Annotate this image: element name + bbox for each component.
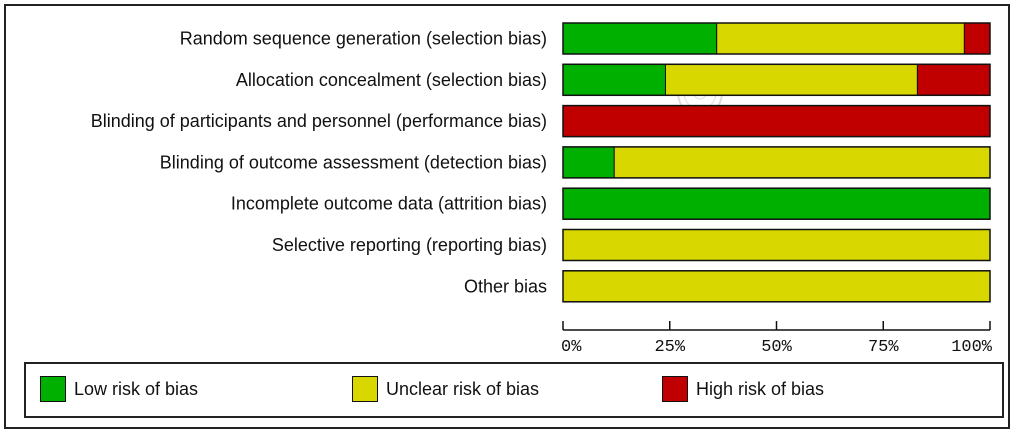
row-label: Allocation concealment (selection bias) xyxy=(236,70,547,90)
bar-outline xyxy=(562,104,991,138)
row-label: Other bias xyxy=(464,276,547,296)
legend-swatch-low xyxy=(40,376,66,402)
bar-outline xyxy=(562,63,991,97)
x-tick-label: 50% xyxy=(761,338,792,357)
row-label: Incomplete outcome data (attrition bias) xyxy=(231,194,547,214)
row-label: Blinding of participants and personnel (… xyxy=(91,111,547,131)
x-tick-label: 75% xyxy=(868,338,899,357)
row-label: Random sequence generation (selection bi… xyxy=(180,29,547,49)
legend-swatch-high xyxy=(662,376,688,402)
legend-label-unclear: Unclear risk of bias xyxy=(386,379,540,399)
bar-outline xyxy=(562,228,991,262)
x-tick-label: 0% xyxy=(561,338,582,357)
bar-segment-unclear xyxy=(613,146,991,179)
legend: Low risk of bias Unclear risk of bias Hi… xyxy=(24,362,1004,418)
row-label: Blinding of outcome assessment (detectio… xyxy=(160,152,547,172)
bar-segment-high xyxy=(562,105,991,138)
legend-label-low: Low risk of bias xyxy=(74,379,199,399)
risk-of-bias-chart: Random sequence generation (selection bi… xyxy=(91,22,993,357)
x-tick-label: 25% xyxy=(654,338,685,357)
bar-segment-high xyxy=(916,63,991,96)
bar-segment-unclear xyxy=(562,270,991,303)
bar-segment-low xyxy=(562,146,615,179)
bar-segment-unclear xyxy=(562,229,991,261)
bar-outline xyxy=(562,187,991,220)
bar-segment-unclear xyxy=(664,63,918,96)
x-tick-label: 100% xyxy=(951,338,993,357)
bar-segment-low xyxy=(562,63,666,96)
bar-segment-unclear xyxy=(716,22,965,55)
bar-segment-high xyxy=(963,22,991,55)
legend-label-high: High risk of bias xyxy=(696,379,825,399)
bar-segment-low xyxy=(562,187,991,220)
row-label: Selective reporting (reporting bias) xyxy=(272,235,547,255)
bar-outline xyxy=(562,270,991,303)
bar-segment-low xyxy=(562,22,718,55)
legend-swatch-unclear xyxy=(352,376,378,402)
bar-outline xyxy=(562,22,991,55)
bar-outline xyxy=(562,146,991,179)
